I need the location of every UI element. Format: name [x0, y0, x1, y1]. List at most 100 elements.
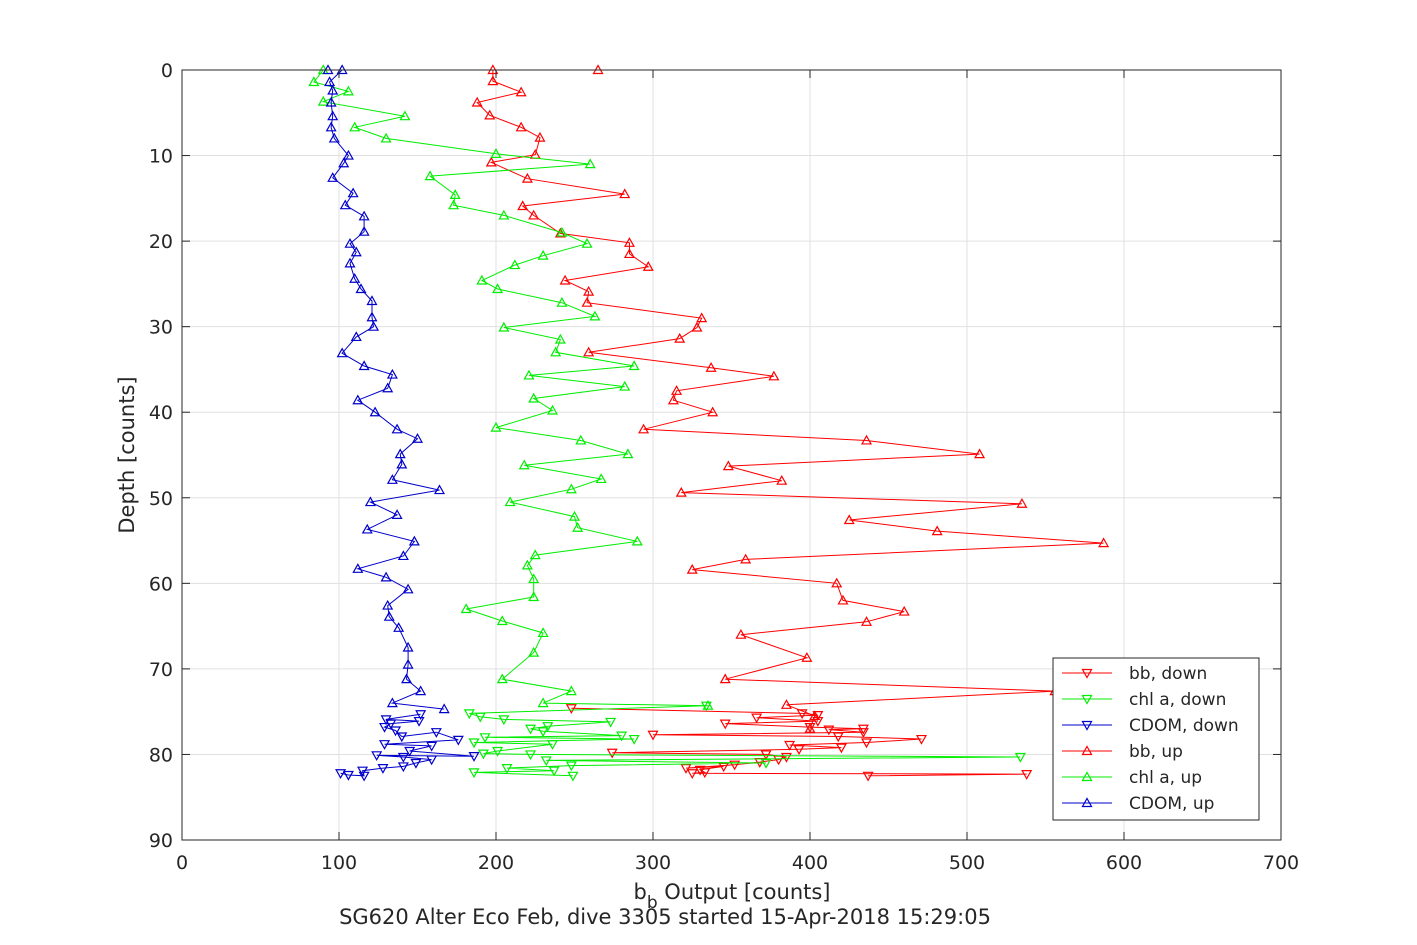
data-point	[1016, 498, 1028, 508]
data-point	[324, 76, 336, 87]
data-point	[812, 710, 824, 721]
legend-marker	[1081, 771, 1093, 782]
data-point	[379, 722, 391, 733]
data-point	[327, 110, 339, 121]
data-point	[386, 697, 398, 708]
data-point	[415, 685, 427, 696]
data-point	[534, 131, 546, 142]
x-tick-label: 600	[1106, 852, 1142, 874]
data-point	[686, 769, 698, 779]
data-point	[339, 199, 351, 210]
data-point	[371, 751, 383, 762]
data-point	[1098, 537, 1110, 548]
data-point	[546, 404, 559, 415]
data-point	[484, 109, 496, 120]
data-point	[699, 768, 711, 779]
data-point	[647, 730, 659, 741]
series-line	[476, 69, 1104, 729]
legend-marker	[1081, 694, 1093, 705]
series-line	[340, 713, 475, 777]
data-point	[691, 321, 703, 332]
x-axis-ticks: 0 100 200 300 400 500 600 700	[176, 70, 1299, 874]
data-point	[492, 283, 504, 294]
data-point	[352, 563, 364, 573]
data-point	[860, 616, 873, 626]
data-point	[338, 157, 350, 168]
legend-label: chl a, down	[1129, 690, 1226, 710]
data-point	[740, 553, 752, 564]
data-point	[832, 732, 844, 743]
x-axis-label-subscript: b	[647, 893, 658, 913]
legend-marker	[1081, 797, 1093, 808]
data-point	[325, 121, 337, 132]
data-point	[393, 622, 405, 632]
legend-item-bb-up: bb, up	[1062, 742, 1183, 762]
data-point	[433, 484, 446, 495]
legend-label: bb, up	[1129, 742, 1183, 762]
legend-marker	[1081, 745, 1093, 756]
data-point	[474, 712, 486, 723]
data-point	[860, 434, 873, 445]
data-point	[358, 225, 370, 236]
data-point	[719, 673, 731, 684]
y-tick-label: 0	[161, 60, 173, 82]
data-point	[402, 658, 414, 669]
data-point	[565, 685, 577, 696]
data-point	[498, 715, 510, 726]
data-point	[379, 740, 391, 750]
x-tick-label: 100	[321, 852, 357, 874]
data-point	[583, 285, 595, 296]
data-point	[463, 709, 475, 720]
data-point	[389, 726, 402, 737]
data-point	[426, 755, 438, 766]
data-point	[760, 750, 772, 761]
data-point	[448, 199, 460, 210]
data-point	[768, 370, 780, 381]
data-point	[707, 406, 719, 417]
data-point	[974, 448, 986, 459]
data-point	[523, 369, 535, 380]
data-point	[667, 394, 679, 405]
data-point	[606, 748, 618, 759]
data-point	[537, 697, 549, 708]
data-point	[402, 641, 414, 652]
data-point	[674, 332, 686, 343]
data-point	[537, 727, 549, 738]
x-tick-label: 700	[1263, 852, 1299, 874]
legend-marker	[1081, 720, 1093, 731]
data-point	[595, 473, 607, 484]
data-point	[460, 603, 472, 614]
data-point	[449, 189, 461, 200]
data-point	[556, 296, 568, 307]
data-point	[554, 333, 566, 344]
data-point	[400, 673, 413, 684]
data-point	[485, 156, 497, 167]
series-cdom-up	[322, 64, 450, 714]
y-axis-ticks: 0 10 20 30 40 50 60 70 80 90	[149, 60, 1281, 852]
x-tick-label: 0	[176, 852, 188, 874]
y-tick-label: 90	[149, 830, 173, 852]
data-point	[468, 738, 480, 749]
data-point	[546, 740, 559, 750]
data-point	[518, 459, 530, 470]
data-point	[496, 673, 508, 684]
data-point	[542, 722, 554, 732]
series-chl-a-up	[308, 64, 714, 710]
data-point	[380, 571, 392, 582]
data-point	[492, 746, 504, 757]
data-point	[361, 523, 373, 534]
data-point	[565, 704, 577, 714]
data-point	[355, 283, 367, 294]
data-point	[357, 766, 369, 777]
data-point	[528, 392, 540, 403]
data-point	[843, 514, 855, 525]
data-point	[528, 209, 540, 220]
data-point	[336, 347, 348, 358]
series-layer	[308, 64, 1110, 782]
data-point	[380, 715, 392, 726]
data-point	[477, 749, 489, 760]
data-point	[394, 448, 406, 459]
series-cdom-down	[335, 710, 480, 782]
series-bb-down	[565, 704, 1033, 782]
